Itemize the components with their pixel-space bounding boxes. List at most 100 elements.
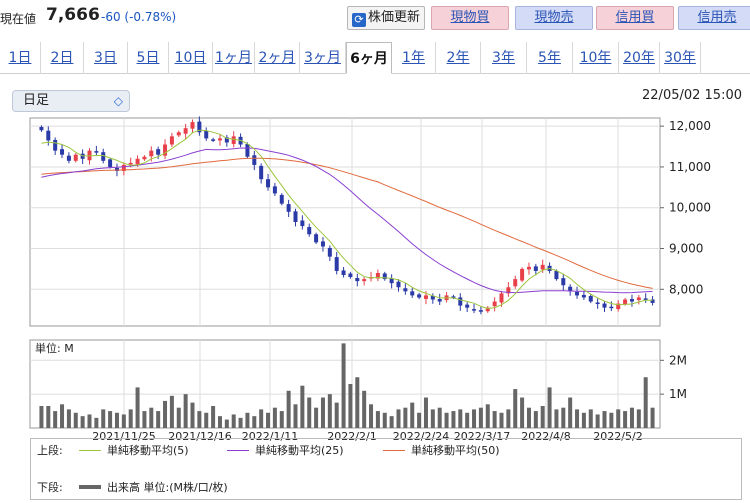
candle-body: [293, 211, 298, 222]
volume-bar: [169, 395, 174, 428]
volume-bar: [451, 411, 456, 428]
tab-5[interactable]: 10日: [169, 42, 213, 74]
volume-bar: [183, 394, 188, 428]
candle-body: [430, 295, 435, 300]
volume-bar: [437, 407, 442, 428]
candle-body: [581, 294, 586, 298]
tab-6[interactable]: 1ヶ月: [213, 42, 255, 74]
volume-bar: [650, 407, 655, 428]
volume-bar: [403, 407, 408, 428]
candle-body: [245, 144, 250, 157]
legend-lower-label: 下段:: [37, 481, 63, 494]
tab-9[interactable]: 6ヶ月: [346, 42, 392, 74]
tab-12[interactable]: 3年: [481, 42, 527, 74]
volume-tick-label: 1M: [669, 387, 687, 401]
volume-bar: [197, 411, 202, 428]
volume-bar: [636, 409, 641, 428]
refresh-icon: ⟳: [351, 13, 366, 27]
price-tick-label: 10,000: [669, 201, 711, 215]
tab-4[interactable]: 5日: [128, 42, 169, 74]
volume-bar: [492, 411, 497, 428]
volume-bar: [190, 402, 195, 428]
tab-1[interactable]: 1日: [0, 42, 41, 74]
volume-bar: [128, 409, 133, 428]
candle-body: [561, 278, 566, 286]
volume-bar: [348, 384, 353, 428]
tab-15[interactable]: 20年: [619, 42, 660, 74]
tab-3[interactable]: 3日: [84, 42, 128, 74]
volume-bar: [526, 407, 531, 428]
date-label: 2022/2/1: [327, 430, 376, 443]
volume-bar: [314, 407, 319, 428]
volume-bar: [375, 411, 380, 428]
volume-unit-label: 単位: M: [35, 341, 74, 355]
candle-body: [348, 273, 353, 278]
candle-body: [128, 162, 133, 165]
volume-bar: [87, 414, 92, 428]
candle-body: [526, 266, 531, 270]
candle-body: [588, 295, 593, 302]
candle-body: [540, 264, 545, 270]
candle-body: [643, 298, 648, 300]
candle-body: [334, 257, 339, 271]
cash-sell-button[interactable]: 現物売: [515, 6, 593, 30]
interval-select-value: 日足: [23, 93, 50, 108]
candle-body: [39, 126, 44, 131]
tab-10[interactable]: 1年: [392, 42, 436, 74]
candle-body: [602, 303, 607, 308]
volume-bar: [327, 394, 332, 428]
candle-body: [609, 306, 614, 309]
chart-timestamp: 22/05/02 15:00: [642, 88, 742, 103]
margin-sell-button[interactable]: 信用売: [678, 6, 750, 30]
candle-body: [266, 179, 271, 188]
ma50-line: [41, 157, 653, 289]
tab-2[interactable]: 2日: [41, 42, 84, 74]
volume-bar: [362, 390, 367, 428]
interval-select[interactable]: 日足 ◇: [12, 90, 130, 112]
candle-body: [252, 155, 257, 165]
volume-bar: [389, 416, 394, 428]
volume-bar: [430, 409, 435, 428]
volume-bar: [355, 377, 360, 428]
volume-bar: [320, 397, 325, 428]
volume-bar: [60, 404, 65, 428]
candle-body: [279, 194, 284, 204]
tab-13[interactable]: 5年: [527, 42, 573, 74]
candle-body: [108, 159, 113, 167]
volume-bar: [231, 414, 236, 428]
candle-body: [286, 204, 291, 212]
volume-bar: [382, 412, 387, 428]
candle-body: [382, 273, 387, 280]
volume-bar: [513, 389, 518, 428]
tab-16[interactable]: 30年: [660, 42, 701, 74]
candle-body: [629, 299, 634, 302]
candle-body: [190, 122, 195, 129]
volume-bar: [307, 397, 312, 428]
ma5-line: [41, 129, 653, 310]
refresh-price-button[interactable]: ⟳ 株価更新: [347, 6, 425, 30]
tab-14[interactable]: 10年: [573, 42, 619, 74]
candle-body: [307, 227, 312, 235]
volume-bar: [217, 416, 222, 428]
candle-body: [272, 186, 277, 194]
candle-body: [341, 270, 346, 276]
legend-volume: 出来高 単位:(M株/口/枚): [79, 479, 228, 497]
volume-bar: [561, 407, 566, 428]
volume-bar: [334, 402, 339, 428]
tab-11[interactable]: 2年: [436, 42, 481, 74]
tab-7[interactable]: 2ヶ月: [255, 42, 300, 74]
tab-8[interactable]: 3ヶ月: [300, 42, 346, 74]
volume-bar: [423, 397, 428, 428]
volume-bar: [252, 416, 257, 428]
volume-bar: [609, 412, 614, 428]
volume-bar: [369, 404, 374, 428]
cash-buy-button[interactable]: 現物買: [431, 6, 509, 30]
date-label: 2022/5/2: [593, 430, 642, 443]
candle-body: [396, 281, 401, 288]
margin-buy-button[interactable]: 信用買: [596, 6, 674, 30]
volume-bar: [114, 412, 119, 428]
candle-body: [568, 286, 573, 292]
volume-bar: [520, 397, 525, 428]
volume-bar: [73, 412, 78, 428]
volume-bar: [602, 411, 607, 428]
